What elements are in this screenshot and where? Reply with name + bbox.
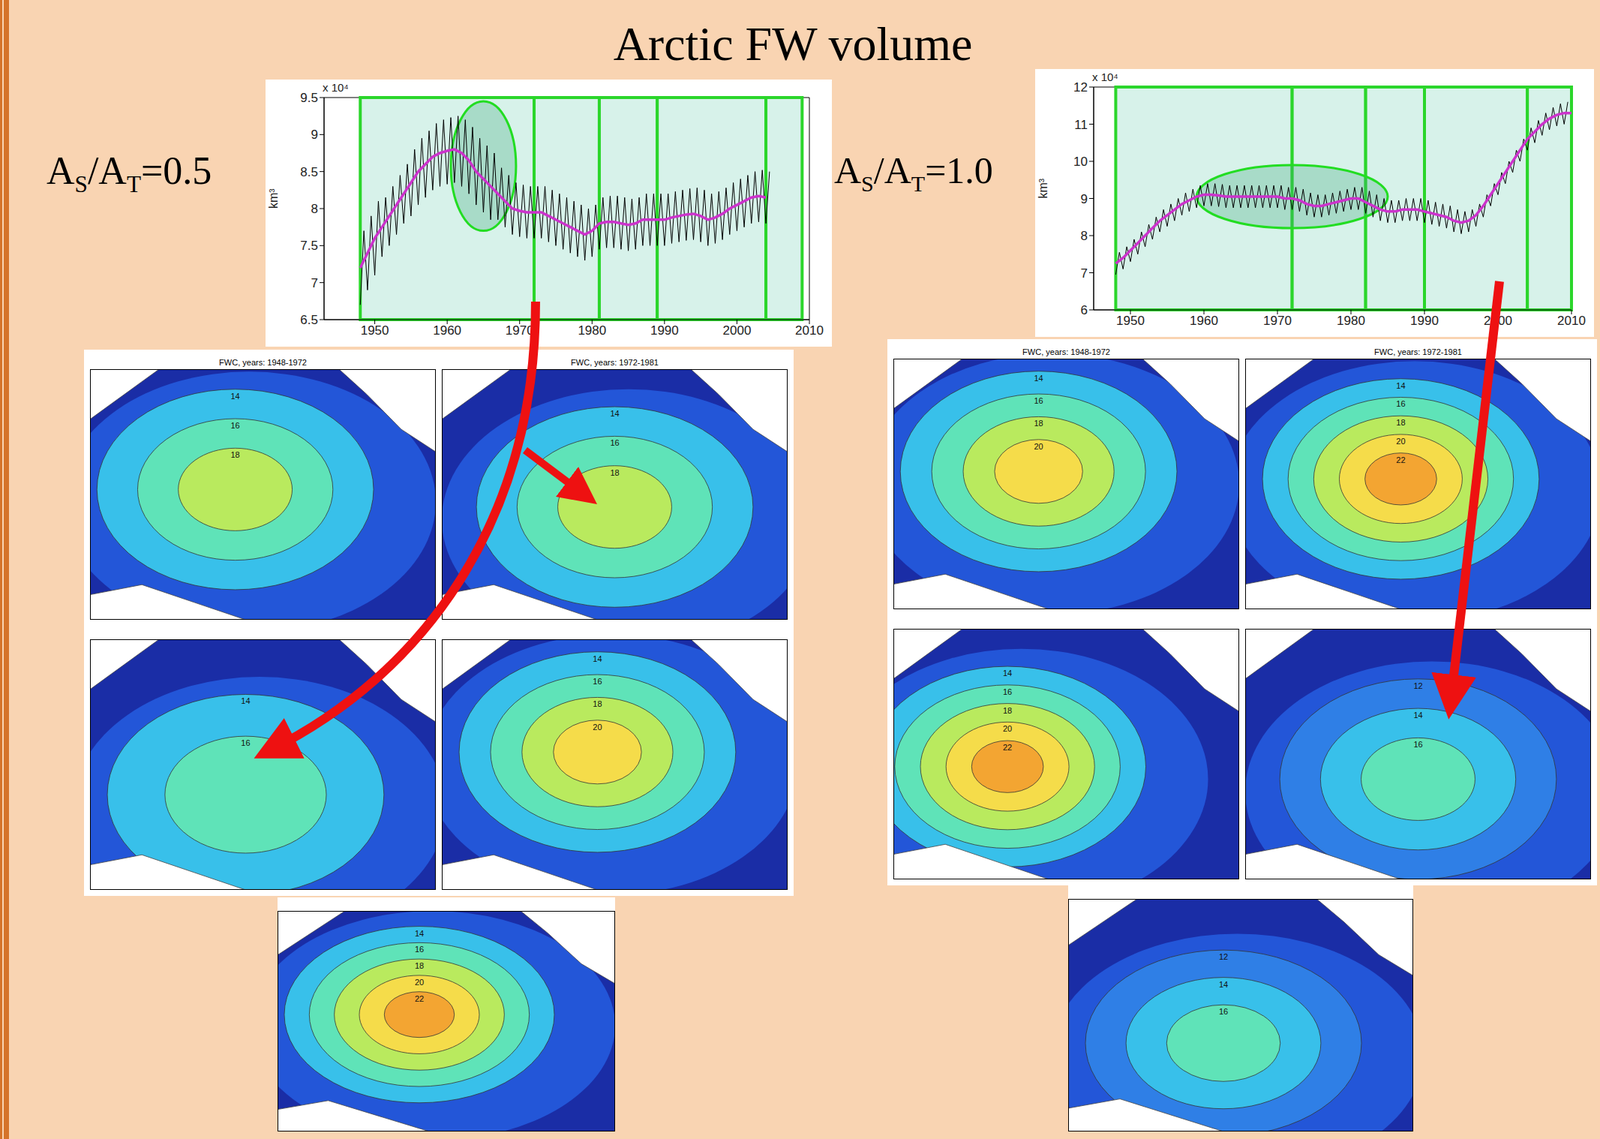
svg-text:14: 14	[609, 408, 619, 418]
svg-text:14: 14	[1033, 373, 1043, 383]
svg-text:1950: 1950	[1116, 313, 1145, 328]
svg-text:12: 12	[1218, 951, 1228, 961]
svg-text:1960: 1960	[1189, 313, 1219, 328]
svg-text:1980: 1980	[1336, 313, 1366, 328]
svg-text:8.5: 8.5	[300, 165, 319, 180]
svg-text:20: 20	[414, 977, 424, 987]
svg-text:7: 7	[311, 276, 319, 291]
svg-text:FWC, years: 1948-1972: FWC, years: 1948-1972	[219, 357, 307, 367]
svg-text:22: 22	[1002, 742, 1012, 752]
svg-text:12: 12	[1413, 681, 1423, 691]
svg-text:1970: 1970	[505, 323, 535, 338]
svg-text:22: 22	[414, 993, 424, 1003]
svg-text:16: 16	[1413, 739, 1423, 749]
svg-text:20: 20	[1395, 436, 1405, 446]
svg-text:18: 18	[414, 960, 424, 970]
svg-text:2000: 2000	[1483, 313, 1513, 328]
svg-text:2000: 2000	[723, 323, 752, 338]
svg-text:16: 16	[414, 944, 424, 954]
svg-text:18: 18	[592, 699, 602, 709]
svg-text:6.5: 6.5	[300, 312, 319, 328]
svg-text:FWC, years: 1972-1981: FWC, years: 1972-1981	[1374, 347, 1462, 357]
svg-text:1960: 1960	[432, 323, 462, 338]
html-text:x 10⁴: x 10⁴	[1092, 70, 1119, 84]
svg-text:1950: 1950	[360, 323, 390, 338]
svg-text:12: 12	[1073, 80, 1088, 95]
svg-text:14: 14	[1413, 710, 1423, 720]
svg-text:16: 16	[609, 438, 619, 448]
svg-text:11: 11	[1074, 117, 1088, 133]
svg-text:16: 16	[1395, 399, 1405, 409]
svg-text:14: 14	[414, 928, 424, 938]
svg-text:16: 16	[592, 676, 602, 686]
svg-text:14: 14	[592, 654, 602, 664]
svg-text:18: 18	[609, 468, 619, 478]
svg-text:14: 14	[1218, 979, 1228, 989]
html-text:AS/AT=0.5: AS/AT=0.5	[46, 149, 212, 198]
svg-text:9: 9	[311, 127, 319, 142]
svg-text:16: 16	[230, 420, 240, 430]
svg-text:2010: 2010	[795, 323, 824, 338]
html-text:x 10⁴: x 10⁴	[322, 81, 349, 94]
svg-text:20: 20	[592, 722, 602, 732]
svg-text:8: 8	[1080, 228, 1088, 244]
svg-text:10: 10	[1073, 154, 1088, 169]
svg-text:18: 18	[230, 450, 240, 460]
svg-text:18: 18	[1033, 418, 1043, 428]
html-text:Arctic FW volume: Arctic FW volume	[613, 17, 973, 71]
svg-text:km³: km³	[1036, 177, 1050, 199]
svg-text:16: 16	[1002, 687, 1012, 697]
svg-text:7: 7	[1080, 266, 1088, 281]
svg-text:18: 18	[1395, 417, 1405, 427]
svg-text:km³: km³	[267, 188, 280, 209]
svg-text:22: 22	[1395, 455, 1405, 465]
svg-text:18: 18	[1002, 705, 1012, 715]
svg-text:6: 6	[1080, 303, 1088, 318]
svg-text:16: 16	[1033, 396, 1043, 406]
svg-text:9.5: 9.5	[300, 90, 319, 106]
svg-text:14: 14	[1395, 381, 1405, 391]
svg-text:14: 14	[230, 391, 240, 401]
svg-text:FWC, years: 1972-1981: FWC, years: 1972-1981	[570, 357, 659, 367]
html-text:AS/AT=1.0: AS/AT=1.0	[834, 149, 994, 196]
svg-text:20: 20	[1033, 441, 1043, 451]
svg-text:2010: 2010	[1557, 313, 1586, 328]
svg-text:7.5: 7.5	[300, 238, 319, 253]
svg-text:FWC, years: 1948-1972: FWC, years: 1948-1972	[1022, 347, 1111, 357]
svg-text:1990: 1990	[1410, 313, 1439, 328]
svg-text:8: 8	[311, 201, 319, 217]
svg-text:1980: 1980	[577, 323, 607, 338]
svg-text:20: 20	[1002, 723, 1012, 733]
svg-text:14: 14	[240, 696, 250, 706]
svg-text:1970: 1970	[1263, 313, 1292, 328]
svg-text:16: 16	[240, 738, 250, 748]
svg-text:1990: 1990	[650, 323, 679, 338]
svg-text:16: 16	[1218, 1006, 1228, 1016]
svg-text:9: 9	[1080, 192, 1088, 207]
svg-text:14: 14	[1002, 668, 1012, 678]
